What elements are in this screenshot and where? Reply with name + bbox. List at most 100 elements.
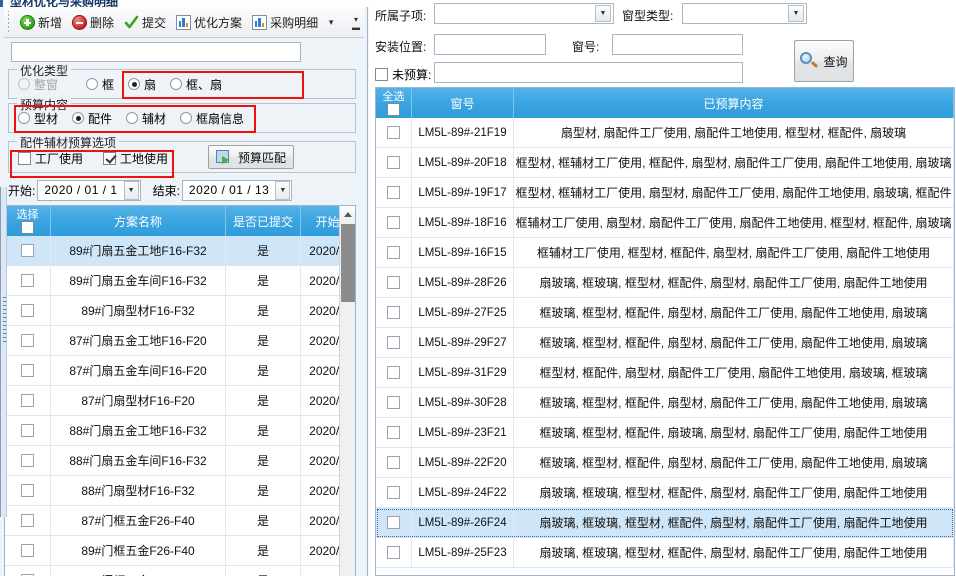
plan-list-header-name[interactable]: 方案名称 bbox=[51, 206, 226, 236]
row-checkbox[interactable] bbox=[387, 276, 400, 289]
unbudgeted-checkbox[interactable]: 未预算: bbox=[375, 66, 431, 83]
table-row[interactable]: 89#门扇五金车间F16-F32 是 2020/0 bbox=[5, 266, 355, 296]
table-row[interactable]: LM5L-89#-26F24 扇玻璃, 框玻璃, 框型材, 框配件, 扇型材, 扇… bbox=[376, 508, 954, 538]
row-select-cell[interactable] bbox=[376, 538, 412, 567]
row-select-cell[interactable] bbox=[376, 208, 412, 237]
row-select-cell[interactable] bbox=[5, 326, 51, 355]
window-budget-header-no[interactable]: 窗号 bbox=[412, 88, 514, 118]
row-select-cell[interactable] bbox=[376, 238, 412, 267]
row-checkbox[interactable] bbox=[21, 574, 34, 576]
row-select-cell[interactable] bbox=[5, 566, 51, 576]
chevron-down-icon[interactable]: ▼ bbox=[788, 5, 804, 22]
toolbar-button-submit[interactable]: 提交 bbox=[119, 10, 171, 34]
toolbar-button-purchase-detail[interactable]: 采购明细 bbox=[247, 10, 323, 34]
table-row[interactable]: LM5L-89#-19F17 框型材, 框辅材工厂使用, 扇型材, 扇配件工厂使用… bbox=[376, 178, 954, 208]
row-select-cell[interactable] bbox=[376, 118, 412, 147]
row-select-cell[interactable] bbox=[376, 358, 412, 387]
table-row[interactable]: LM5L-89#-21F19 扇型材, 扇配件工厂使用, 扇配件工地使用, 框型材… bbox=[376, 118, 954, 148]
row-select-cell[interactable] bbox=[376, 418, 412, 447]
row-select-cell[interactable] bbox=[5, 416, 51, 445]
row-select-cell[interactable] bbox=[5, 236, 51, 265]
window-budget-header-content[interactable]: 已预算内容 bbox=[514, 88, 954, 118]
table-row[interactable]: LM5L-89#-18F16 框辅材工厂使用, 扇型材, 扇配件工厂使用, 扇配件… bbox=[376, 208, 954, 238]
table-row[interactable]: 89#门框五金F26-F40 是 2020/0 bbox=[5, 536, 355, 566]
row-select-cell[interactable] bbox=[5, 446, 51, 475]
plan-name-input[interactable] bbox=[11, 42, 301, 62]
toolbar-button-delete[interactable]: 删除 bbox=[67, 10, 119, 34]
row-checkbox[interactable] bbox=[21, 364, 34, 377]
table-row[interactable]: 89#门扇五金工地F16-F32 是 2020/0 bbox=[5, 236, 355, 266]
row-select-cell[interactable] bbox=[5, 536, 51, 565]
row-select-cell[interactable] bbox=[376, 268, 412, 297]
table-row[interactable]: 87#门扇五金工地F16-F20 是 2020/0 bbox=[5, 326, 355, 356]
row-select-cell[interactable] bbox=[5, 266, 51, 295]
window-no-input[interactable] bbox=[612, 34, 743, 55]
table-row[interactable]: LM5L-89#-25F23 扇玻璃, 框玻璃, 框型材, 框配件, 扇型材, 扇… bbox=[376, 538, 954, 568]
query-button[interactable]: 查询 bbox=[794, 40, 854, 82]
toolbar-button-optimization-plan[interactable]: 优化方案 bbox=[171, 10, 247, 34]
row-select-cell[interactable] bbox=[5, 356, 51, 385]
row-checkbox[interactable] bbox=[387, 396, 400, 409]
toolbar-overflow-button[interactable]: ▾ ▬ bbox=[349, 11, 363, 35]
row-select-cell[interactable] bbox=[376, 178, 412, 207]
plan-list-header-submitted[interactable]: 是否已提交 bbox=[226, 206, 301, 236]
table-row[interactable]: LM5L-89#-16F15 框辅材工厂使用, 框型材, 框配件, 扇型材, 扇配… bbox=[376, 238, 954, 268]
toolbar-button-add[interactable]: 新增 bbox=[15, 10, 67, 34]
table-row[interactable]: 88#门扇型材F16-F32 是 2020/0 bbox=[5, 476, 355, 506]
chevron-down-icon[interactable]: ▾ bbox=[328, 16, 334, 27]
table-row[interactable]: LM5L-89#-22F20 框玻璃, 框型材, 框配件, 扇型材, 扇配件工厂使… bbox=[376, 448, 954, 478]
row-select-cell[interactable] bbox=[376, 148, 412, 177]
chevron-down-icon[interactable]: ▼ bbox=[595, 5, 611, 22]
row-checkbox[interactable] bbox=[387, 126, 400, 139]
chevron-down-icon[interactable]: ▼ bbox=[123, 180, 139, 200]
row-checkbox[interactable] bbox=[387, 156, 400, 169]
select-all-checkbox[interactable] bbox=[387, 102, 400, 116]
row-checkbox[interactable] bbox=[21, 274, 34, 287]
row-checkbox[interactable] bbox=[387, 306, 400, 319]
row-checkbox[interactable] bbox=[387, 186, 400, 199]
row-checkbox[interactable] bbox=[387, 366, 400, 379]
table-row[interactable]: 87#门扇五金车间F16-F20 是 2020/0 bbox=[5, 356, 355, 386]
subitem-combobox[interactable]: ▼ bbox=[434, 3, 614, 24]
table-row[interactable]: LM5L-89#-31F29 框型材, 框配件, 扇型材, 扇配件工厂使用, 扇配… bbox=[376, 358, 954, 388]
row-checkbox[interactable] bbox=[387, 246, 400, 259]
window-type-combobox[interactable]: ▼ bbox=[682, 3, 807, 24]
table-row[interactable]: LM5L-89#-28F26 扇玻璃, 框玻璃, 框型材, 框配件, 扇型材, 扇… bbox=[376, 268, 954, 298]
row-checkbox[interactable] bbox=[387, 546, 400, 559]
row-checkbox[interactable] bbox=[21, 334, 34, 347]
row-select-cell[interactable] bbox=[5, 476, 51, 505]
row-select-cell[interactable] bbox=[376, 478, 412, 507]
radio-frame[interactable]: 框 bbox=[86, 76, 114, 93]
row-checkbox[interactable] bbox=[21, 244, 34, 257]
radio-auxiliary[interactable]: 辅材 bbox=[126, 110, 166, 127]
row-select-cell[interactable] bbox=[376, 508, 412, 537]
table-row[interactable]: LM5L-89#-30F28 框玻璃, 框型材, 框配件, 扇型材, 扇配件工厂使… bbox=[376, 388, 954, 418]
scroll-thumb[interactable] bbox=[341, 224, 355, 302]
row-checkbox[interactable] bbox=[387, 516, 400, 529]
end-date-picker[interactable]: 2020 / 01 / 13 ▼ bbox=[181, 179, 293, 201]
chevron-down-icon[interactable]: ▼ bbox=[275, 180, 291, 200]
row-select-cell[interactable] bbox=[5, 296, 51, 325]
table-row[interactable]: LM5L-89#-29F27 框玻璃, 框型材, 框配件, 扇型材, 扇配件工厂使… bbox=[376, 328, 954, 358]
checkbox-factory-use[interactable]: 工厂使用 bbox=[18, 150, 83, 167]
checkbox-site-use[interactable]: 工地使用 bbox=[103, 150, 168, 167]
row-select-cell[interactable] bbox=[5, 386, 51, 415]
table-row[interactable]: 88#门扇五金工地F16-F32 是 2020/0 bbox=[5, 416, 355, 446]
install-location-input[interactable] bbox=[434, 34, 546, 55]
radio-frame-and-sash[interactable]: 框、扇 bbox=[170, 76, 222, 93]
table-row[interactable]: 87#门扇型材F16-F20 是 2020/0 bbox=[5, 386, 355, 416]
radio-sash[interactable]: 扇 bbox=[128, 76, 156, 93]
row-select-cell[interactable] bbox=[376, 328, 412, 357]
radio-accessory[interactable]: 配件 bbox=[72, 110, 112, 127]
table-row[interactable]: LM5L-89#-20F18 框型材, 框辅材工厂使用, 框配件, 扇型材, 扇配… bbox=[376, 148, 954, 178]
row-checkbox[interactable] bbox=[21, 454, 34, 467]
table-row[interactable]: LM5L-89#-24F22 扇玻璃, 框玻璃, 框型材, 框配件, 扇型材, 扇… bbox=[376, 478, 954, 508]
table-row[interactable]: 87#门框五金F26-F40 是 2020/0 bbox=[5, 506, 355, 536]
budget-match-button[interactable]: 预算匹配 bbox=[208, 145, 294, 169]
row-checkbox[interactable] bbox=[21, 484, 34, 497]
table-row[interactable]: LM5L-89#-23F21 框玻璃, 框型材, 框配件, 扇玻璃, 扇型材, 扇… bbox=[376, 418, 954, 448]
row-select-cell[interactable] bbox=[376, 388, 412, 417]
table-row[interactable]: 88#门扇五金车间F16-F32 是 2020/0 bbox=[5, 446, 355, 476]
panel-splitter[interactable] bbox=[0, 187, 7, 517]
row-checkbox[interactable] bbox=[387, 336, 400, 349]
